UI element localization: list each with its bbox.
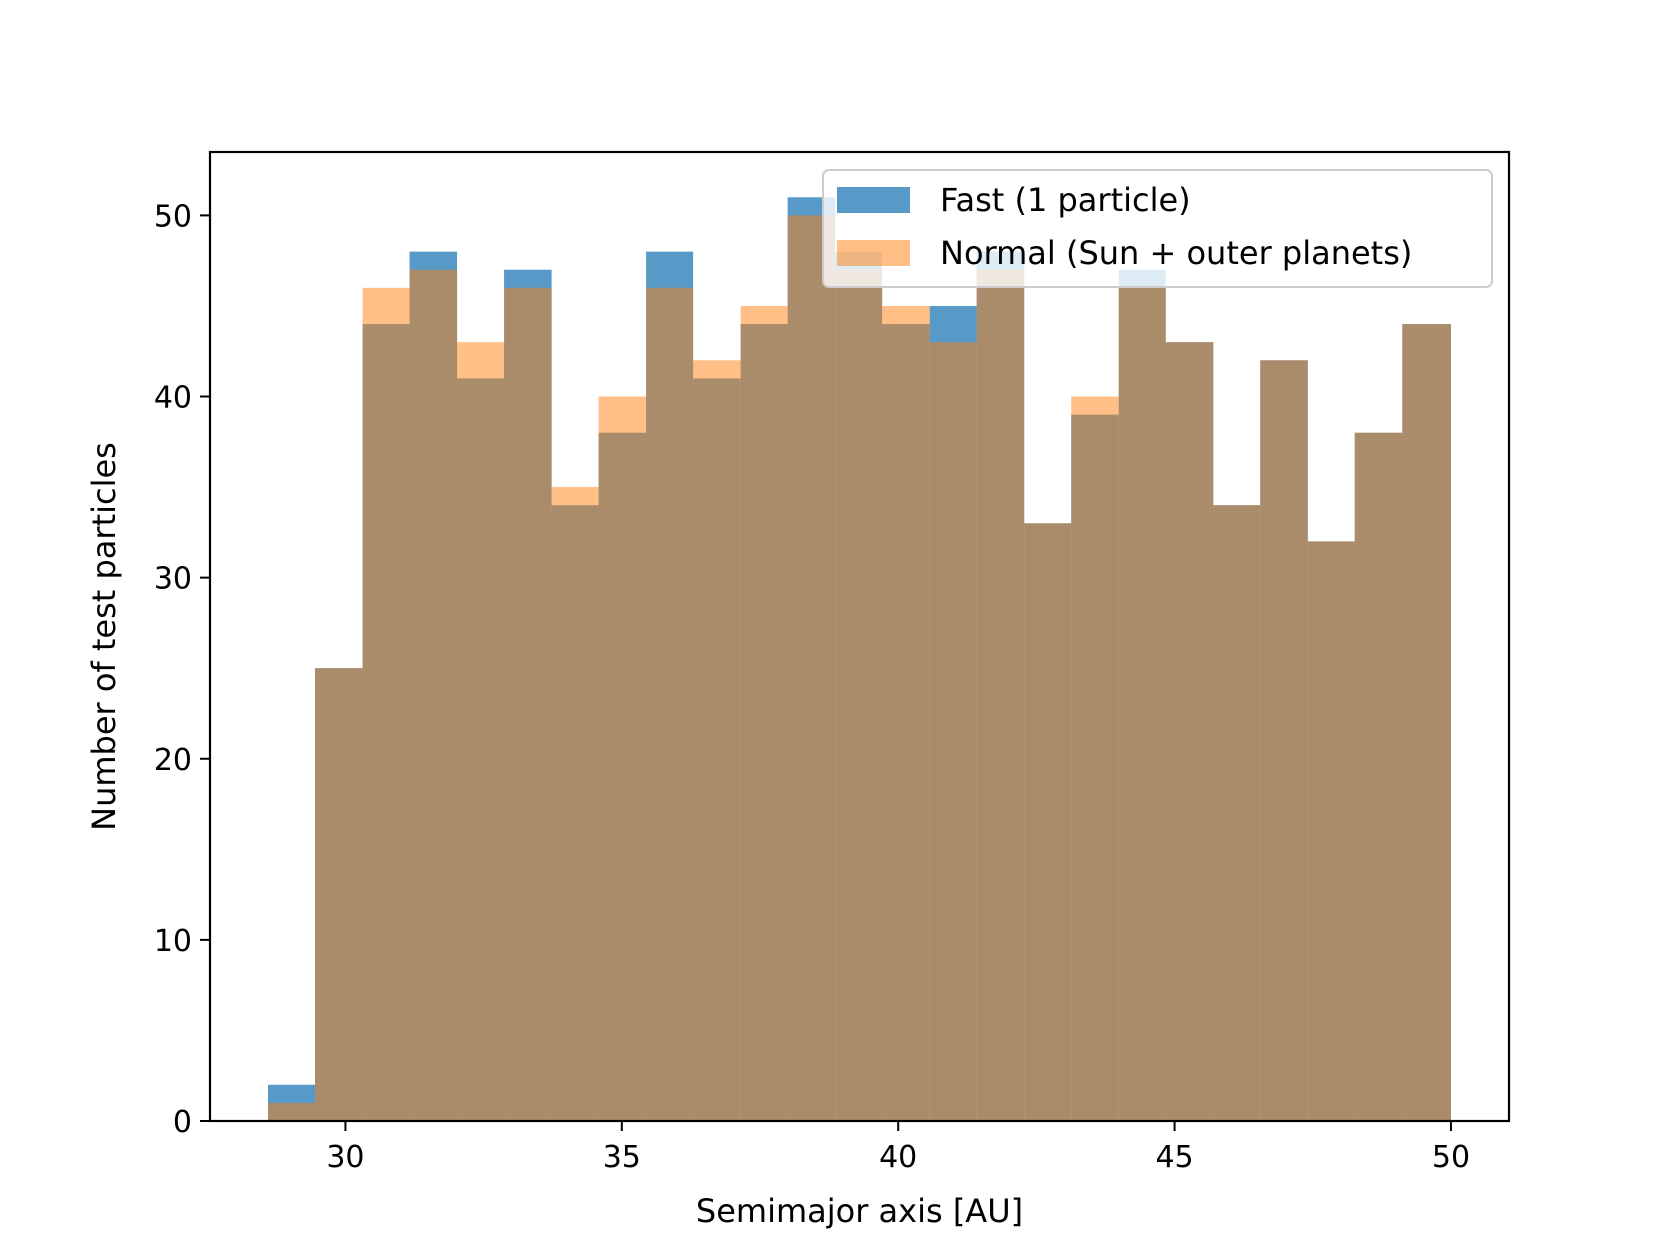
bar	[457, 342, 505, 1121]
x-tick-label: 40	[879, 1140, 917, 1175]
legend: Fast (1 particle) Normal (Sun + outer pla…	[822, 169, 1493, 288]
bar	[740, 305, 788, 1122]
bar	[1213, 505, 1261, 1122]
bar	[551, 487, 599, 1121]
plot-frame	[208, 150, 1511, 1123]
bar	[646, 287, 694, 1121]
y-axis-label: Number of test particles	[85, 442, 123, 831]
y-tick-label: 40	[154, 381, 192, 416]
legend-swatch	[837, 187, 910, 213]
x-tick-label: 50	[1432, 1140, 1470, 1175]
y-tick-label: 0	[173, 1105, 192, 1140]
bar	[835, 269, 883, 1121]
x-tick-label: 30	[326, 1140, 364, 1175]
bar	[1024, 523, 1072, 1121]
bar	[362, 287, 410, 1121]
bar	[504, 287, 552, 1121]
x-tick-label: 35	[603, 1140, 641, 1175]
bar	[976, 269, 1025, 1121]
series-normal	[268, 215, 1451, 1122]
bar	[409, 269, 458, 1121]
y-tick-label: 10	[154, 924, 192, 959]
bar	[693, 360, 741, 1121]
x-axis-label: Semimajor axis [AU]	[696, 1192, 1023, 1230]
legend-label: Normal (Sun + outer planets)	[940, 234, 1412, 272]
bars-layer	[268, 197, 1451, 1122]
bar	[1402, 324, 1451, 1121]
bar	[315, 668, 363, 1121]
bar	[1307, 541, 1355, 1121]
bar	[787, 215, 836, 1121]
bar	[1260, 360, 1308, 1121]
bar	[1354, 432, 1403, 1122]
bar	[929, 342, 977, 1121]
legend-swatch	[837, 240, 910, 266]
y-tick-label: 30	[154, 562, 192, 597]
y-tick-label: 20	[154, 743, 192, 778]
bar	[1165, 342, 1214, 1121]
bar	[1118, 287, 1166, 1121]
bar	[1071, 396, 1119, 1121]
bar	[598, 396, 647, 1121]
bar	[268, 1102, 316, 1121]
x-axis: 30 35 40 45 50	[326, 1121, 1470, 1175]
y-tick-label: 50	[154, 199, 192, 234]
bar	[882, 305, 930, 1122]
y-axis: 0 10 20 30 40 50	[154, 199, 210, 1140]
legend-label: Fast (1 particle)	[940, 181, 1191, 219]
x-tick-label: 45	[1155, 1140, 1193, 1175]
legend-box	[822, 169, 1493, 288]
